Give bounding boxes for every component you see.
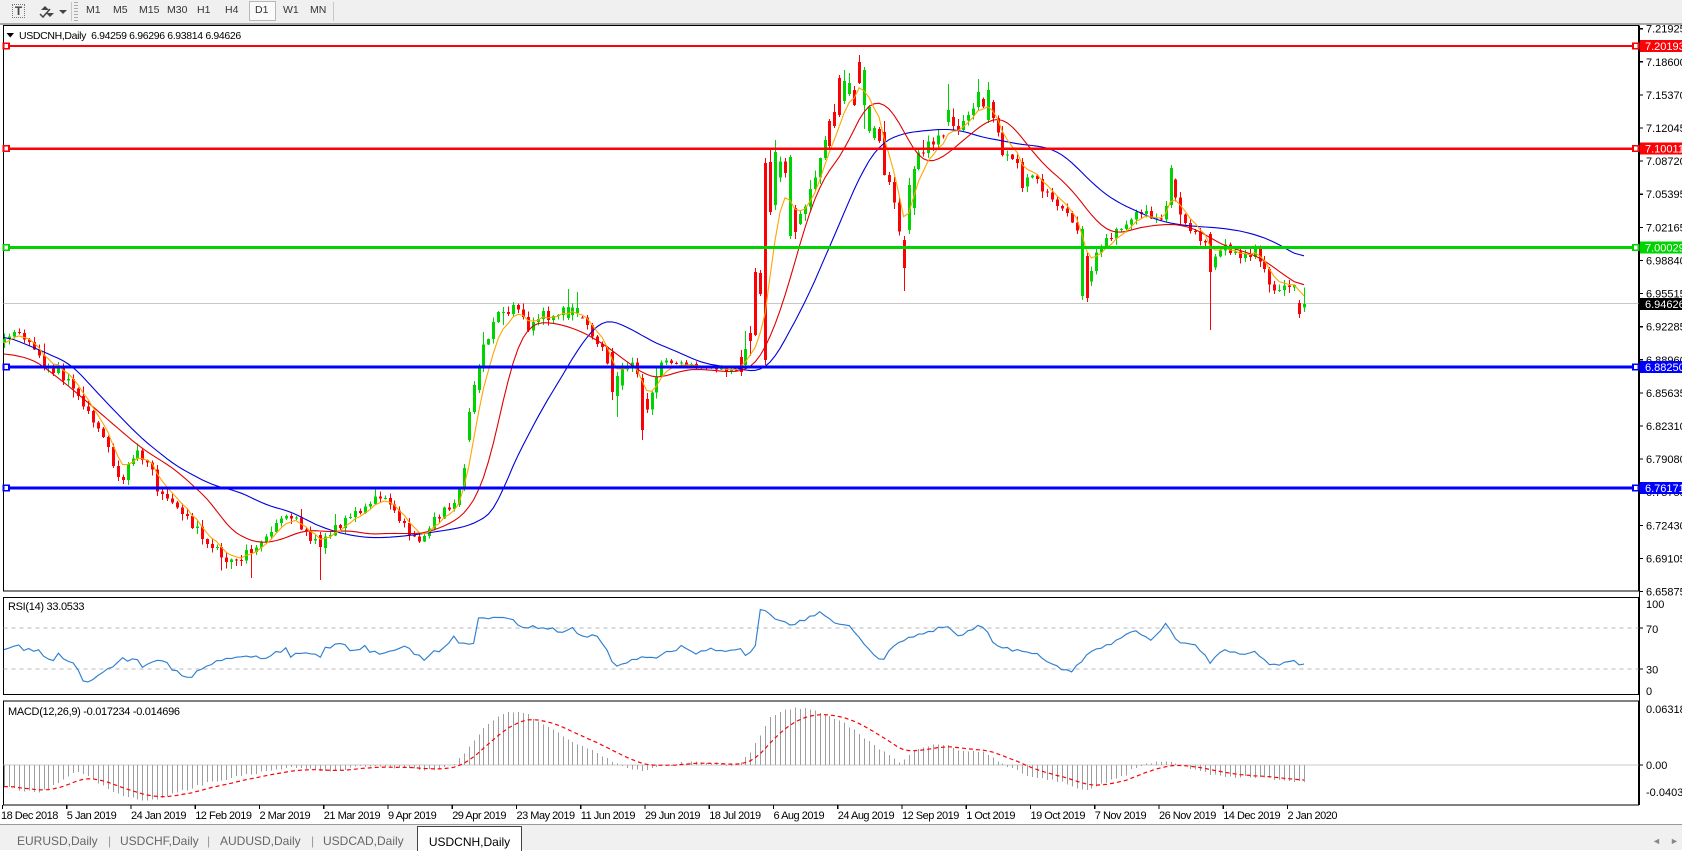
svg-text:7.08720: 7.08720 <box>1646 156 1682 168</box>
svg-text:24 Aug 2019: 24 Aug 2019 <box>838 810 895 822</box>
svg-text:6.95515: 6.95515 <box>1646 289 1682 301</box>
svg-text:6 Aug 2019: 6 Aug 2019 <box>774 810 825 822</box>
svg-text:2 Mar 2019: 2 Mar 2019 <box>260 810 311 822</box>
svg-text:21 Mar 2019: 21 Mar 2019 <box>324 810 381 822</box>
svg-text:7.15370: 7.15370 <box>1646 90 1682 102</box>
svg-text:29 Jun 2019: 29 Jun 2019 <box>645 810 700 822</box>
svg-text:6.82310: 6.82310 <box>1646 421 1682 433</box>
svg-text:6.94626: 6.94626 <box>1645 299 1682 311</box>
svg-text:7.21925: 7.21925 <box>1646 24 1682 36</box>
svg-text:7.05395: 7.05395 <box>1646 189 1682 201</box>
svg-text:12 Sep 2019: 12 Sep 2019 <box>902 810 959 822</box>
svg-text:6.92285: 6.92285 <box>1646 322 1682 334</box>
svg-text:11 Jun 2019: 11 Jun 2019 <box>581 810 636 822</box>
svg-text:26 Nov 2019: 26 Nov 2019 <box>1159 810 1216 822</box>
svg-text:29 Apr 2019: 29 Apr 2019 <box>452 810 506 822</box>
svg-text:30: 30 <box>1646 665 1658 677</box>
svg-text:7.18600: 7.18600 <box>1646 57 1682 69</box>
svg-text:9 Apr 2019: 9 Apr 2019 <box>388 810 437 822</box>
svg-text:7.20193: 7.20193 <box>1645 41 1682 53</box>
svg-text:7.12045: 7.12045 <box>1646 123 1682 135</box>
svg-text:2 Jan 2020: 2 Jan 2020 <box>1288 810 1338 822</box>
svg-text:18 Dec 2018: 18 Dec 2018 <box>1 810 58 822</box>
svg-text:7.10011: 7.10011 <box>1645 144 1682 156</box>
svg-text:6.98840: 6.98840 <box>1646 256 1682 268</box>
svg-text:MACD(12,26,9) -0.017234 -0.014: MACD(12,26,9) -0.017234 -0.014696 <box>8 706 180 718</box>
svg-text:-0.040355: -0.040355 <box>1646 787 1682 799</box>
svg-text:6.88250: 6.88250 <box>1645 362 1682 374</box>
svg-text:7 Nov 2019: 7 Nov 2019 <box>1095 810 1147 822</box>
svg-text:RSI(14) 33.0533: RSI(14) 33.0533 <box>8 601 84 613</box>
svg-text:1 Oct 2019: 1 Oct 2019 <box>966 810 1015 822</box>
svg-text:0.00: 0.00 <box>1646 760 1667 772</box>
svg-text:23 May 2019: 23 May 2019 <box>517 810 575 822</box>
svg-text:USDCNH,Daily 6.94259 6.96296: USDCNH,Daily 6.94259 6.96296 6.93814 6.9… <box>19 30 241 42</box>
svg-text:7.00029: 7.00029 <box>1645 243 1682 255</box>
svg-text:6.65875: 6.65875 <box>1646 587 1682 599</box>
svg-text:0: 0 <box>1646 686 1652 698</box>
svg-text:5 Jan 2019: 5 Jan 2019 <box>67 810 117 822</box>
svg-text:6.72430: 6.72430 <box>1646 520 1682 532</box>
svg-text:18 Jul 2019: 18 Jul 2019 <box>709 810 761 822</box>
svg-text:6.85635: 6.85635 <box>1646 388 1682 400</box>
svg-text:100: 100 <box>1646 599 1664 611</box>
svg-text:12 Feb 2019: 12 Feb 2019 <box>195 810 252 822</box>
svg-text:0.063184: 0.063184 <box>1646 704 1682 716</box>
svg-text:24 Jan 2019: 24 Jan 2019 <box>131 810 186 822</box>
svg-text:70: 70 <box>1646 624 1658 636</box>
svg-text:14 Dec 2019: 14 Dec 2019 <box>1223 810 1280 822</box>
svg-text:6.79080: 6.79080 <box>1646 454 1682 466</box>
svg-text:6.69105: 6.69105 <box>1646 554 1682 566</box>
svg-text:19 Oct 2019: 19 Oct 2019 <box>1031 810 1086 822</box>
svg-text:6.76171: 6.76171 <box>1645 483 1682 495</box>
svg-text:7.02165: 7.02165 <box>1646 222 1682 234</box>
